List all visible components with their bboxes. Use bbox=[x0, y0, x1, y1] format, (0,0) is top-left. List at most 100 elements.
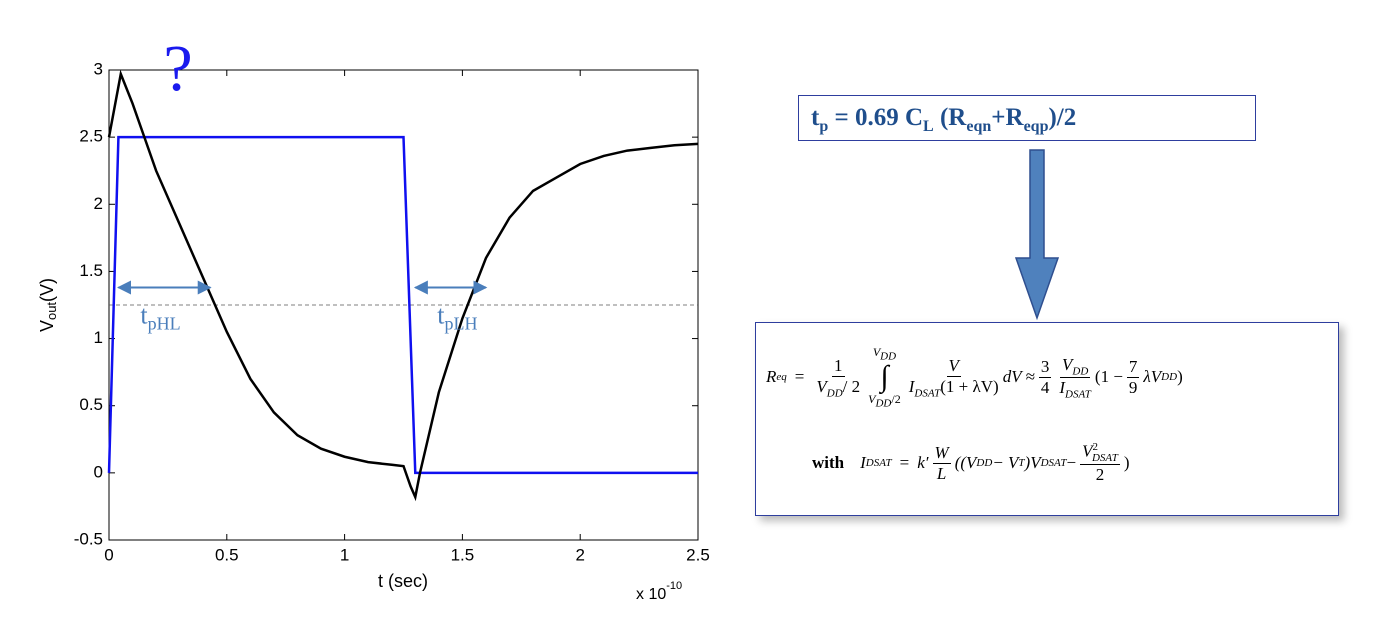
f: eqn bbox=[966, 118, 992, 135]
y-label-sub: out bbox=[44, 302, 59, 320]
eq-t: 2 bbox=[1092, 441, 1098, 453]
eq-t: V bbox=[868, 392, 876, 407]
multiplier-base: x 10 bbox=[636, 586, 666, 603]
x-tick-label: 2.5 bbox=[686, 545, 710, 564]
frac: VDD IDSAT bbox=[1059, 355, 1091, 401]
eq-t: /2 bbox=[891, 392, 901, 407]
f: L bbox=[923, 118, 934, 135]
y-tick-label: 0.5 bbox=[79, 395, 103, 414]
eq-t: V bbox=[1082, 441, 1093, 461]
eq-t: ((V bbox=[954, 453, 977, 473]
frac: V2DSAT 2 bbox=[1080, 441, 1120, 485]
eq-t: λV bbox=[1143, 367, 1162, 387]
eq-t: V bbox=[872, 345, 881, 359]
x-tick-label: 2 bbox=[575, 545, 584, 564]
eq-t: DD bbox=[976, 457, 993, 470]
delay-label: tpLH bbox=[437, 301, 477, 334]
delay-label: tpHL bbox=[140, 301, 180, 334]
eq-t: L bbox=[936, 463, 947, 483]
arrow-shape bbox=[1014, 149, 1060, 321]
y-label-main: V bbox=[37, 320, 57, 332]
x-tick-label: 0.5 bbox=[215, 545, 239, 564]
question-mark: ? bbox=[163, 32, 192, 105]
eq-t: / 2 bbox=[842, 376, 861, 396]
eq-t: DSAT bbox=[865, 457, 892, 470]
y-axis-label: Vout(V) bbox=[37, 278, 60, 332]
eq-t: V bbox=[816, 376, 827, 396]
eq-t: DSAT bbox=[914, 387, 941, 400]
x-tick-label: 0 bbox=[104, 545, 113, 564]
eq-t: (1 − bbox=[1094, 367, 1123, 387]
x-tick-label: 1.5 bbox=[451, 545, 475, 564]
x-multiplier: x 10-10 bbox=[636, 580, 682, 603]
x-axis-label: t (sec) bbox=[378, 571, 428, 591]
eq-t: I bbox=[908, 376, 915, 396]
eq-t: (1 + λV) bbox=[940, 376, 999, 396]
y-tick-label: 2.5 bbox=[79, 127, 103, 146]
down-arrow bbox=[1014, 149, 1060, 321]
delay-label-main: t bbox=[437, 301, 445, 330]
eq-t: ) bbox=[1177, 367, 1183, 387]
chart: t (sec) Vout(V) x 10-10 ? 0 0.5 1 1.5 2 2.5 -0… bbox=[37, 32, 710, 603]
eq-t: dV ≈ bbox=[1002, 367, 1035, 387]
eq-t: R bbox=[766, 367, 777, 387]
eq-t: W bbox=[932, 442, 951, 464]
eq-t: T bbox=[1018, 457, 1025, 470]
y-tick-label: 3 bbox=[94, 59, 103, 78]
y-tick-label: -0.5 bbox=[74, 529, 103, 548]
series-line bbox=[107, 135, 698, 475]
eq-t: 3 bbox=[1038, 356, 1052, 378]
x-tick-label: 1 bbox=[340, 545, 349, 564]
eq-t: eq bbox=[776, 371, 787, 384]
eq-t: DSAT bbox=[1065, 388, 1091, 401]
eq-t: DD bbox=[880, 350, 897, 363]
eq-t: I bbox=[1059, 377, 1066, 397]
delay-formula: tp = 0.69 CL (Reqn+Reqp)/2 bbox=[798, 95, 1256, 141]
series-line bbox=[107, 69, 699, 502]
y-tick-label: 1 bbox=[94, 328, 103, 347]
f: )/2 bbox=[1048, 104, 1077, 131]
eq-t: 2 bbox=[1095, 465, 1105, 485]
frac: V IDSAT(1 + λV) bbox=[909, 356, 999, 399]
y-tick-label: 2 bbox=[94, 194, 103, 213]
eq-t: DSAT bbox=[1091, 452, 1118, 465]
eq-t: DD bbox=[1161, 371, 1178, 384]
y-tick-label: 1.5 bbox=[79, 261, 103, 280]
eq-t: DD bbox=[1072, 364, 1089, 377]
eq-t: − V bbox=[992, 453, 1019, 473]
eq-t: ∫ bbox=[880, 360, 889, 394]
f: (R bbox=[933, 104, 967, 131]
eq-t: DD bbox=[875, 397, 892, 410]
integral: VDD ∫ VDD/2 bbox=[868, 345, 901, 410]
eq-t: k′ bbox=[917, 453, 929, 473]
eq-t: V bbox=[946, 355, 961, 377]
f: p bbox=[819, 118, 829, 135]
eq-t: 9 bbox=[1128, 377, 1138, 397]
eq-t: DSAT bbox=[1040, 457, 1067, 470]
eq-t: 4 bbox=[1040, 377, 1050, 397]
eq-t: − bbox=[1066, 453, 1077, 473]
eq-t: ) bbox=[1123, 453, 1130, 473]
multiplier-exponent: -10 bbox=[666, 580, 682, 592]
delay-label-main: t bbox=[140, 301, 148, 330]
y-label-unit: (V) bbox=[37, 278, 57, 302]
eq-t: I bbox=[860, 453, 866, 473]
f: t bbox=[811, 104, 820, 131]
y-tick-label: 0 bbox=[94, 462, 103, 481]
f: +R bbox=[991, 104, 1024, 131]
delay-label-sub: pHL bbox=[148, 314, 181, 334]
f: eqp bbox=[1023, 118, 1049, 135]
eq-t: DD bbox=[826, 387, 843, 400]
eq-t: = bbox=[899, 453, 910, 473]
eq-t: 1 bbox=[832, 355, 845, 377]
delay-label-sub: pLH bbox=[445, 314, 478, 334]
eq-t: with bbox=[812, 453, 845, 473]
f: = 0.69 C bbox=[828, 104, 924, 131]
